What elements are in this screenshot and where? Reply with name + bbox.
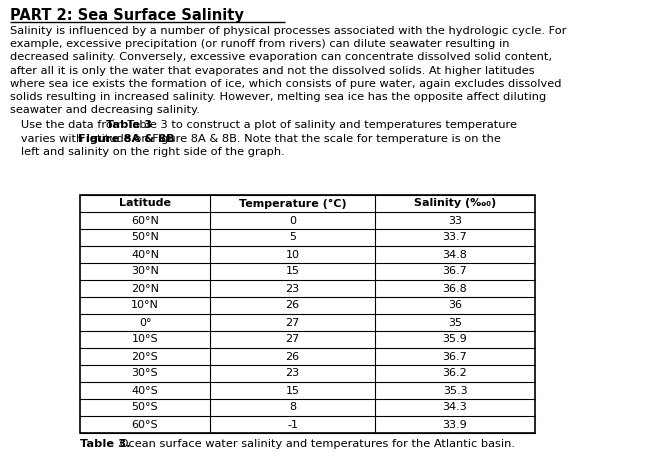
Text: 30°N: 30°N: [131, 267, 159, 276]
Text: Latitude: Latitude: [119, 199, 171, 208]
Text: 40°N: 40°N: [131, 250, 159, 259]
Text: -1: -1: [287, 419, 298, 430]
Text: 36: 36: [448, 300, 462, 311]
Text: 35.9: 35.9: [442, 334, 468, 344]
Text: 27: 27: [285, 318, 300, 327]
Text: Salinity is influenced by a number of physical processes associated with the hyd: Salinity is influenced by a number of ph…: [10, 26, 566, 115]
Text: 20°N: 20°N: [131, 283, 159, 294]
Text: 33.7: 33.7: [442, 232, 468, 243]
Text: 15: 15: [286, 267, 299, 276]
Text: 40°S: 40°S: [132, 386, 159, 395]
Text: 23: 23: [286, 369, 299, 378]
Text: 36.2: 36.2: [442, 369, 468, 378]
Text: Salinity (‰₀): Salinity (‰₀): [414, 199, 496, 208]
Text: 60°N: 60°N: [131, 215, 159, 225]
Text: 60°S: 60°S: [132, 419, 158, 430]
Text: 30°S: 30°S: [132, 369, 158, 378]
Bar: [80, 195, 535, 433]
Text: 35.3: 35.3: [442, 386, 468, 395]
Text: Ocean surface water salinity and temperatures for the Atlantic basin.: Ocean surface water salinity and tempera…: [116, 439, 515, 449]
Text: 34.8: 34.8: [442, 250, 468, 259]
Text: 0°: 0°: [139, 318, 151, 327]
Text: 15: 15: [286, 386, 299, 395]
Text: 20°S: 20°S: [132, 351, 159, 362]
Text: 35: 35: [448, 318, 462, 327]
Text: Table 3.: Table 3.: [80, 439, 130, 449]
Text: 26: 26: [286, 300, 299, 311]
Text: 10°S: 10°S: [132, 334, 158, 344]
Text: 23: 23: [286, 283, 299, 294]
Text: Use the data from Table 3 to construct a plot of salinity and temperatures tempe: Use the data from Table 3 to construct a…: [10, 120, 517, 157]
Text: 33: 33: [448, 215, 462, 225]
Text: 5: 5: [289, 232, 296, 243]
Text: 36.8: 36.8: [442, 283, 468, 294]
Text: 10: 10: [286, 250, 299, 259]
Text: 50°S: 50°S: [132, 402, 158, 413]
Text: Figure 8A & 8B: Figure 8A & 8B: [78, 133, 175, 144]
Text: 34.3: 34.3: [442, 402, 468, 413]
Text: 36.7: 36.7: [442, 351, 468, 362]
Text: 36.7: 36.7: [442, 267, 468, 276]
Text: PART 2: Sea Surface Salinity: PART 2: Sea Surface Salinity: [10, 8, 244, 23]
Text: 0: 0: [289, 215, 296, 225]
Text: 50°N: 50°N: [131, 232, 159, 243]
Text: Temperature (°C): Temperature (°C): [239, 199, 346, 208]
Text: 8: 8: [289, 402, 296, 413]
Text: Table 3: Table 3: [106, 120, 152, 130]
Text: 33.9: 33.9: [442, 419, 468, 430]
Text: 26: 26: [286, 351, 299, 362]
Text: 10°N: 10°N: [131, 300, 159, 311]
Text: 27: 27: [285, 334, 300, 344]
